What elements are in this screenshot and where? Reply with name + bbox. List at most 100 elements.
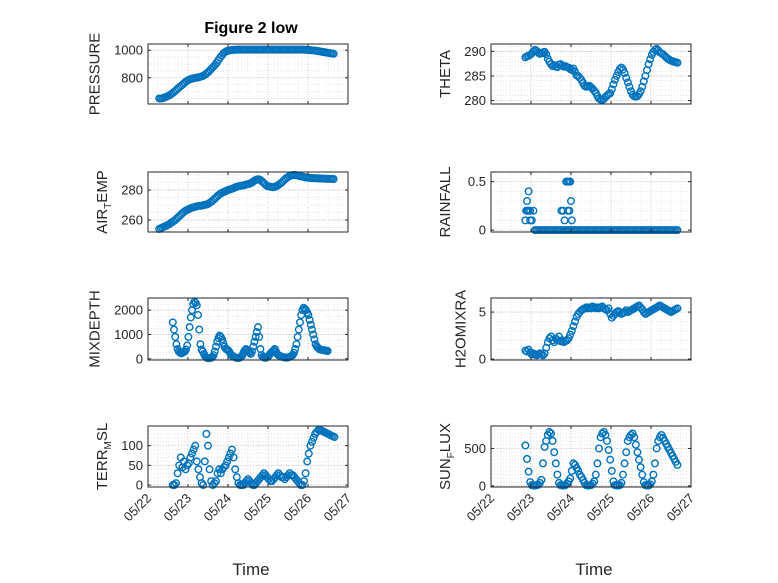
data-point xyxy=(567,326,576,335)
data-point xyxy=(323,347,332,356)
data-point xyxy=(609,80,618,89)
data-point xyxy=(219,463,228,472)
data-point xyxy=(612,71,621,80)
data-point xyxy=(636,87,645,96)
data-point xyxy=(537,475,546,484)
data-point xyxy=(622,73,631,82)
data-point xyxy=(649,470,658,479)
data-point xyxy=(294,325,303,334)
data-point xyxy=(329,49,338,58)
data-point xyxy=(615,65,624,74)
data-point xyxy=(638,82,647,91)
data-point xyxy=(303,457,312,466)
subplot-pressure: 800 1000 PRESSURE xyxy=(87,33,349,116)
data-point xyxy=(224,453,233,462)
axes-frame xyxy=(147,43,349,105)
data-point xyxy=(305,315,314,324)
subplot-mixdepth: 0 1000 2000 MIXDEPTH xyxy=(87,290,349,368)
data-point xyxy=(291,345,300,354)
y-tick-label: 1000 xyxy=(114,327,143,342)
data-point xyxy=(569,322,578,331)
data-point xyxy=(521,441,530,450)
data-point xyxy=(547,429,556,438)
data-point xyxy=(290,348,299,357)
y-tick-label: 280 xyxy=(464,93,486,108)
data-point xyxy=(539,459,548,468)
data-point xyxy=(205,465,214,474)
data-point xyxy=(199,481,208,490)
data-point xyxy=(217,335,226,344)
subplot-rainfall: 0 0.5 RAINFALL xyxy=(437,167,692,238)
data-point xyxy=(329,175,338,184)
data-point xyxy=(651,459,660,468)
subplot-air-temp: 260 280 AIRTEMP xyxy=(94,170,349,234)
data-point xyxy=(566,330,575,339)
data-points xyxy=(155,170,338,233)
data-point xyxy=(524,187,533,196)
data-point xyxy=(308,437,317,446)
data-point xyxy=(249,342,258,351)
data-point xyxy=(550,448,559,457)
data-point xyxy=(191,441,200,450)
data-point xyxy=(292,340,301,349)
data-point xyxy=(567,216,576,225)
data-point xyxy=(231,465,240,474)
data-point xyxy=(255,332,264,341)
data-point xyxy=(619,470,628,479)
data-point xyxy=(628,429,637,438)
axes-frame xyxy=(147,425,349,488)
data-point xyxy=(673,304,682,313)
data-point xyxy=(620,459,629,468)
data-point xyxy=(673,460,682,469)
data-point xyxy=(304,449,313,458)
data-point xyxy=(306,441,315,450)
data-point xyxy=(330,433,339,442)
data-point xyxy=(638,470,647,479)
data-point xyxy=(210,479,219,488)
y-tick-label: 280 xyxy=(121,183,143,198)
data-point xyxy=(258,471,267,480)
data-point xyxy=(542,50,551,59)
y-tick-label: 0 xyxy=(136,351,143,366)
y-tick-label: 290 xyxy=(464,44,486,59)
data-point xyxy=(595,444,604,453)
y-axis-label: H2OMIXRA xyxy=(452,290,469,368)
data-point xyxy=(185,323,194,332)
data-point xyxy=(309,330,318,339)
y-tick-label: 0 xyxy=(136,478,143,493)
data-point xyxy=(539,351,548,360)
data-point xyxy=(301,469,310,478)
axes-frame xyxy=(147,297,349,361)
data-point xyxy=(524,467,533,476)
data-point xyxy=(171,332,180,341)
data-point xyxy=(215,465,224,474)
data-point xyxy=(203,441,212,450)
y-tick-label: 2000 xyxy=(114,303,143,318)
y-axis-label: RAINFALL xyxy=(437,167,454,238)
data-point xyxy=(194,465,203,474)
data-point xyxy=(625,82,634,91)
y-tick-label: 500 xyxy=(464,441,486,456)
axes-frame xyxy=(490,297,692,361)
data-point xyxy=(195,325,204,334)
y-axis-label: AIRTEMP xyxy=(94,170,114,234)
figure-title: Figure 2 low xyxy=(204,20,298,37)
y-axis-label: PRESSURE xyxy=(87,33,104,116)
data-point xyxy=(193,311,202,320)
data-point xyxy=(171,479,180,488)
data-point xyxy=(574,466,583,475)
y-tick-label: 1000 xyxy=(114,43,143,58)
data-point xyxy=(607,466,616,475)
data-point xyxy=(630,433,639,442)
y-tick-label: 0 xyxy=(479,223,486,238)
major-grid xyxy=(148,44,348,104)
data-point xyxy=(209,351,218,360)
data-point xyxy=(192,457,201,466)
y-tick-label: 0 xyxy=(479,478,486,493)
data-point xyxy=(247,347,256,356)
y-axis-label: TERRMSL xyxy=(94,423,114,491)
data-point xyxy=(606,455,615,464)
data-point xyxy=(617,478,626,487)
data-point xyxy=(197,479,206,488)
